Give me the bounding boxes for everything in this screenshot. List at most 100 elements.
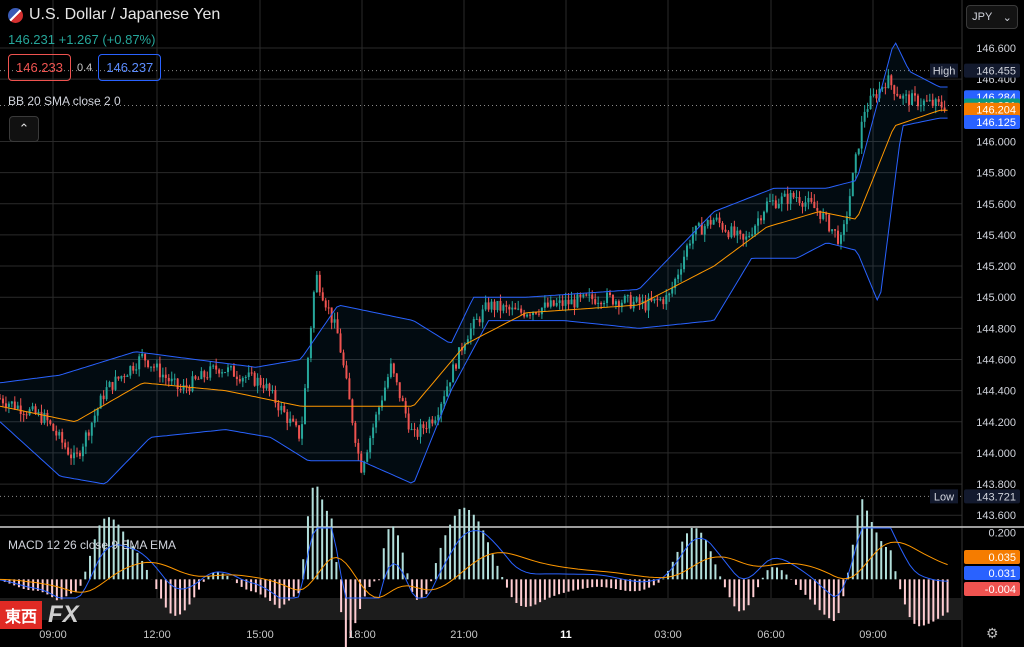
candle-body bbox=[931, 99, 934, 106]
candle-body bbox=[78, 452, 81, 457]
candle-body bbox=[656, 298, 659, 301]
currency-select[interactable]: JPY ⌄ bbox=[966, 5, 1018, 29]
candle-body bbox=[170, 378, 173, 382]
candle-body bbox=[327, 307, 330, 309]
candle-body bbox=[16, 405, 19, 409]
candle-body bbox=[259, 377, 262, 386]
macd-value-box bbox=[964, 566, 1020, 580]
candle-body bbox=[739, 230, 742, 234]
y-tick-label: 146.600 bbox=[976, 43, 1016, 55]
candle-body bbox=[161, 374, 164, 378]
candle-body bbox=[203, 371, 206, 378]
candle-body bbox=[87, 432, 90, 436]
candle-body bbox=[108, 382, 111, 388]
y-tick-label: 143.800 bbox=[976, 479, 1016, 491]
candle-body bbox=[558, 300, 561, 303]
candle-body bbox=[635, 297, 638, 302]
spread-value: 0.4 bbox=[77, 61, 93, 74]
candle-body bbox=[674, 278, 677, 289]
sell-button[interactable]: 146.233 bbox=[8, 54, 71, 81]
price-label-tag-text: High bbox=[933, 66, 956, 78]
candle-body bbox=[789, 192, 792, 204]
candle-body bbox=[570, 299, 573, 305]
candle-body bbox=[212, 365, 215, 367]
candle-body bbox=[709, 220, 712, 225]
price-label-box bbox=[964, 115, 1020, 130]
buy-button[interactable]: 146.237 bbox=[98, 54, 162, 81]
candle-body bbox=[919, 105, 922, 107]
candle-body bbox=[511, 307, 514, 310]
macd-pane: 0.200 0.035 0.031 -0.004 bbox=[0, 486, 1020, 647]
candle-body bbox=[37, 411, 40, 414]
candle-body bbox=[34, 406, 37, 414]
candle-body bbox=[138, 356, 141, 370]
candle-body bbox=[564, 299, 567, 306]
candle-body bbox=[860, 121, 863, 149]
candle-body bbox=[925, 100, 928, 102]
candle-body bbox=[848, 196, 851, 216]
candle-body bbox=[837, 230, 840, 244]
candle-body bbox=[783, 193, 786, 197]
candle-body bbox=[742, 233, 745, 240]
candle-body bbox=[102, 395, 105, 400]
candle-body bbox=[93, 415, 96, 423]
candle-body bbox=[413, 429, 416, 431]
price-label-box bbox=[964, 102, 1020, 117]
candle-body bbox=[141, 353, 144, 357]
candle-body bbox=[123, 376, 126, 378]
candle-body bbox=[733, 226, 736, 236]
candle-body bbox=[736, 230, 739, 236]
bb-indicator-label[interactable]: BB 20 SMA close 2 0 bbox=[8, 94, 121, 108]
candle-body bbox=[863, 111, 866, 122]
candle-body bbox=[185, 385, 188, 388]
candle-body bbox=[135, 369, 138, 371]
candle-body bbox=[286, 412, 289, 423]
candle-body bbox=[351, 399, 354, 423]
candle-body bbox=[443, 396, 446, 404]
candle-body bbox=[469, 328, 472, 340]
price-label-text: 146.125 bbox=[976, 117, 1016, 129]
collapse-button[interactable]: ⌃ bbox=[9, 116, 39, 142]
candle-body bbox=[164, 374, 167, 378]
candle-body bbox=[819, 210, 822, 219]
candle-body bbox=[872, 94, 875, 96]
candle-body bbox=[487, 302, 490, 310]
candle-body bbox=[644, 300, 647, 311]
candle-body bbox=[561, 300, 564, 306]
candle-body bbox=[567, 299, 570, 305]
candlestick-series bbox=[0, 69, 946, 476]
bollinger-band-fill bbox=[0, 43, 948, 484]
candle-body bbox=[493, 301, 496, 311]
x-tick-label: 12:00 bbox=[143, 629, 171, 641]
price-axis: 146.600146.400146.000145.800145.600145.4… bbox=[930, 43, 1020, 522]
candle-body bbox=[398, 382, 401, 399]
candle-body bbox=[600, 302, 603, 305]
y-tick-label: 144.200 bbox=[976, 417, 1016, 429]
candle-body bbox=[905, 94, 908, 96]
candle-body bbox=[446, 386, 449, 397]
candle-body bbox=[804, 202, 807, 207]
candle-body bbox=[176, 378, 179, 390]
candle-body bbox=[309, 328, 312, 359]
candle-body bbox=[765, 201, 768, 212]
candle-body bbox=[463, 344, 466, 351]
candle-body bbox=[419, 424, 422, 437]
candle-body bbox=[197, 378, 200, 380]
logo-text-1: 東西 bbox=[0, 601, 43, 629]
candle-body bbox=[452, 364, 455, 383]
candle-body bbox=[155, 363, 158, 368]
candle-body bbox=[798, 197, 801, 203]
candle-body bbox=[150, 366, 153, 368]
candle-body bbox=[132, 366, 135, 371]
candle-body bbox=[757, 218, 760, 226]
bb-upper-line bbox=[0, 42, 948, 384]
settings-gear-icon[interactable]: ⚙ bbox=[986, 625, 999, 641]
candle-body bbox=[807, 197, 810, 203]
candle-body bbox=[318, 274, 321, 293]
candle-body bbox=[478, 318, 481, 323]
macd-indicator-label[interactable]: MACD 12 26 close 9 EMA EMA bbox=[8, 538, 177, 552]
candle-body bbox=[659, 299, 662, 301]
price-label-text: 146.455 bbox=[976, 66, 1016, 78]
candle-body bbox=[298, 425, 301, 439]
